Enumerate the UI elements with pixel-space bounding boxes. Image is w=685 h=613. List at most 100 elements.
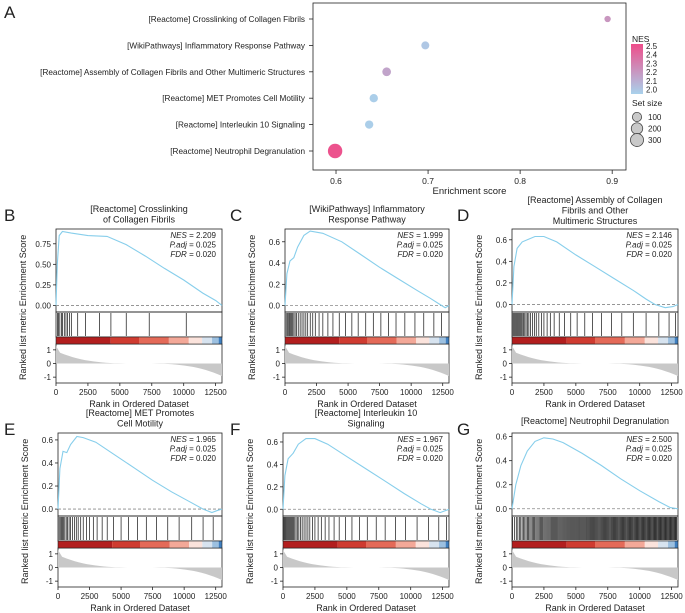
heat-segment xyxy=(110,337,139,344)
stat-eq: = xyxy=(187,435,196,444)
stat-fdr: FDR = 0.020 xyxy=(626,454,672,463)
x-axis-label: Rank in Ordered Dataset xyxy=(316,603,416,613)
y-tick-label: 0.75 xyxy=(35,240,51,249)
ranked-metric-area xyxy=(285,346,449,376)
heat-segment xyxy=(283,541,338,548)
heat-segment xyxy=(429,541,440,548)
stat-eq: = xyxy=(643,231,652,240)
heat-frame xyxy=(511,336,679,345)
x-axis-label: Enrichment score xyxy=(433,186,507,197)
size-legend-label: 200 xyxy=(648,125,662,134)
stat-eq: = xyxy=(187,454,196,463)
x-tick-label: 5000 xyxy=(338,592,356,601)
x-tick-label: 12500 xyxy=(431,592,454,601)
panel-title: [Reactome] MET Promotes xyxy=(86,408,195,418)
metric-tick-label: -1 xyxy=(273,373,281,382)
y-axis-label-2: Ranked list metric xyxy=(20,512,30,584)
stat-label: FDR xyxy=(626,454,643,463)
heat-segment xyxy=(56,337,111,344)
heat-segment xyxy=(212,541,219,548)
y-tick-label: 0.0 xyxy=(269,302,281,311)
panel-title: Multimeric Structures xyxy=(553,216,638,226)
stat-padj: P.adj = 0.025 xyxy=(170,445,217,454)
heat-segment xyxy=(367,337,397,344)
stat-value: 0.020 xyxy=(652,454,673,463)
x-tick-label: 2500 xyxy=(308,388,326,397)
heat-segment xyxy=(445,541,449,548)
size-legend-dot xyxy=(630,133,644,147)
nes-tick-label: 2.3 xyxy=(646,59,658,68)
stat-padj: P.adj = 0.025 xyxy=(397,445,444,454)
size-legend-label: 100 xyxy=(648,113,662,122)
stat-label: NES xyxy=(626,435,643,444)
stat-label: P.adj xyxy=(170,241,187,250)
heat-segment xyxy=(337,541,366,548)
y-axis-label-2: Ranked list metric xyxy=(474,512,484,584)
stat-nes: NES = 1.999 xyxy=(397,231,443,240)
stat-label: P.adj xyxy=(626,241,643,250)
x-tick-label: 7500 xyxy=(370,592,388,601)
x-tick-label: 2500 xyxy=(535,592,553,601)
y-tick-label: 0.4 xyxy=(496,457,508,466)
x-axis-label: Rank in Ordered Dataset xyxy=(545,603,645,613)
heat-segment xyxy=(668,541,675,548)
y-axis-label-2: Ranked list metric xyxy=(245,512,255,584)
x-tick-label: 5000 xyxy=(112,592,130,601)
heat-segment xyxy=(595,541,625,548)
nes-legend-title: NES xyxy=(632,34,650,44)
heat-segment xyxy=(624,541,645,548)
panel-title: Response Pathway xyxy=(328,215,406,225)
stat-fdr: FDR = 0.020 xyxy=(626,250,672,259)
stat-eq: = xyxy=(643,241,652,250)
heat-frame xyxy=(284,336,450,345)
y-axis-label: Enrichment Score xyxy=(474,235,484,307)
metric-tick-label: -1 xyxy=(500,373,508,382)
nes-tick-label: 2.2 xyxy=(646,68,658,77)
stat-eq: = xyxy=(187,250,196,259)
y-tick-label: 0.00 xyxy=(35,301,51,310)
ranked-metric-area xyxy=(56,346,222,376)
stat-nes: NES = 1.965 xyxy=(170,435,216,444)
panel-letter-e: E xyxy=(4,420,15,439)
stat-fdr: FDR = 0.020 xyxy=(397,250,443,259)
x-tick-label: 5000 xyxy=(111,388,129,397)
enrichment-curve xyxy=(284,230,450,309)
stat-eq: = xyxy=(187,231,196,240)
y-axis-label: Enrichment Score xyxy=(18,235,28,307)
y-tick-label: 0.0 xyxy=(496,505,508,514)
stat-eq: = xyxy=(414,435,423,444)
heat-segment xyxy=(218,337,222,344)
x-tick-label: 12500 xyxy=(204,388,227,397)
stat-value: 0.020 xyxy=(196,250,217,259)
x-tick-label: 10000 xyxy=(400,388,423,397)
metric-tick-label: 0 xyxy=(49,564,54,573)
y-axis-label-2: Ranked list metric xyxy=(18,308,28,380)
heat-segment xyxy=(188,337,203,344)
metric-tick-label: 0 xyxy=(503,564,508,573)
metric-tick-label: 1 xyxy=(49,550,54,559)
hits-frame xyxy=(57,515,223,542)
y-axis-label: Enrichment Score xyxy=(474,439,484,511)
stat-fdr: FDR = 0.020 xyxy=(170,454,216,463)
metric-tick-label: 1 xyxy=(276,346,281,355)
heat-segment xyxy=(512,337,567,344)
stat-value: 0.020 xyxy=(196,454,217,463)
x-tick-label: 2500 xyxy=(535,388,553,397)
y-tick-label: 0.0 xyxy=(267,505,279,514)
x-tick-label: 2500 xyxy=(306,592,324,601)
dot-5 xyxy=(327,143,343,159)
stat-value: 0.025 xyxy=(652,445,673,454)
y-tick-label: 0.6 xyxy=(267,438,279,447)
stat-value: 0.025 xyxy=(423,445,444,454)
panel-title: Fibrils and Other xyxy=(562,206,629,216)
ranked-metric-area xyxy=(512,550,678,580)
heat-segment xyxy=(339,337,367,344)
size-legend-label: 300 xyxy=(648,136,662,145)
category-label: [Reactome] Crosslinking of Collagen Fibr… xyxy=(148,15,305,24)
heat-segment xyxy=(189,541,203,548)
panel-title: [Reactome] Neutrophil Degranulation xyxy=(521,416,669,426)
metric-tick-label: 1 xyxy=(47,346,52,355)
nes-tick-label: 2.4 xyxy=(646,51,658,60)
